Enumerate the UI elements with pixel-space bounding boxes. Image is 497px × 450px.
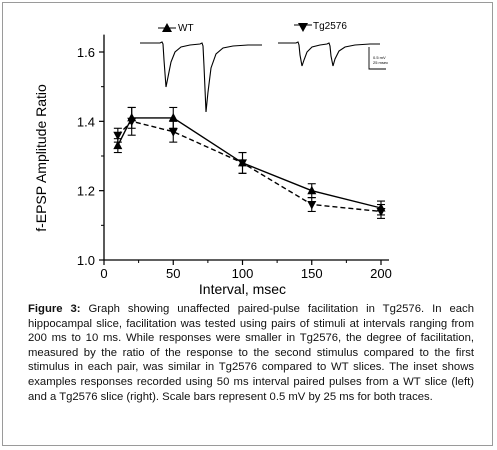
- y-axis: 1.0 1.2 1.4 1.6: [77, 45, 104, 268]
- x-tick-label: 100: [232, 266, 254, 281]
- series-line: [118, 118, 381, 208]
- legend-item-tg2576: Tg2576: [294, 21, 347, 32]
- y-tick-label: 1.2: [77, 184, 95, 199]
- legend-item-wt: WT: [158, 23, 194, 34]
- data-point: [169, 113, 178, 122]
- x-tick-label: 150: [301, 266, 323, 281]
- y-tick-label: 1.0: [77, 253, 95, 268]
- series-layer: [113, 107, 385, 218]
- series-tg2576: [113, 107, 385, 218]
- tg2576-trace: [278, 42, 380, 66]
- series-wt: [113, 107, 385, 214]
- legend-marker-tg2576: [298, 23, 308, 32]
- caption-label: Figure 3:: [28, 303, 81, 315]
- wt-trace-path: [140, 42, 262, 112]
- x-axis: 0 50 100 150 200: [100, 260, 391, 281]
- inset-traces: 0.5 mV 25 msec: [140, 42, 388, 112]
- tg2576-trace-path: [278, 42, 380, 66]
- x-tick-label: 50: [166, 266, 180, 281]
- x-tick-label: 0: [100, 266, 107, 281]
- x-tick-label: 200: [370, 266, 392, 281]
- scale-bar: 0.5 mV 25 msec: [369, 47, 388, 69]
- wt-trace: [140, 42, 262, 112]
- y-tick-label: 1.4: [77, 114, 95, 129]
- x-axis-title: Interval, msec: [199, 281, 286, 297]
- legend-label-wt: WT: [178, 23, 194, 34]
- caption-text: Graph showing unaffected paired-pulse fa…: [28, 303, 474, 403]
- legend-label-tg2576: Tg2576: [313, 21, 347, 32]
- data-point: [307, 201, 316, 210]
- y-axis-title: f-EPSP Amplitude Ratio: [33, 84, 49, 232]
- legend: WT Tg2576: [158, 21, 347, 34]
- chart: 0 50 100 150 200 1.0 1.2 1.4 1.6 Interval, msec…: [0, 0, 497, 300]
- y-tick-label: 1.6: [77, 45, 95, 60]
- scale-bar-time-label: 25 msec: [373, 60, 388, 65]
- figure-caption: Figure 3: Graph showing unaffected paire…: [28, 302, 474, 404]
